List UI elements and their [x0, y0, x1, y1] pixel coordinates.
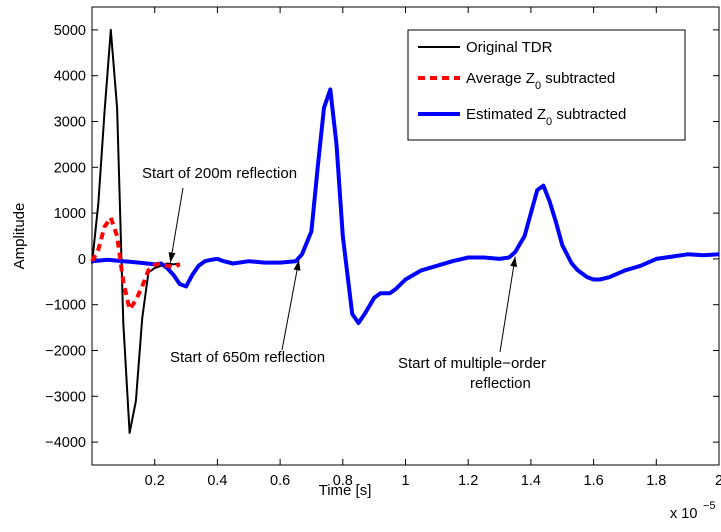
legend-label-average-sub: 0 — [535, 80, 541, 92]
legend-label-estimated-sub: 0 — [546, 116, 552, 128]
series-layer — [90, 28, 720, 434]
x-exponent-base: x 10 — [670, 506, 697, 522]
x-tick-label: 0.8 — [333, 473, 353, 489]
annotation-multi-label-2: reflection — [470, 375, 531, 392]
legend-label-estimated-main: Estimated Z — [466, 106, 546, 123]
x-tick-label: 1.8 — [646, 473, 666, 489]
y-tick-label: 4000 — [54, 69, 86, 85]
annotation-200m-arrow — [168, 187, 184, 263]
y-tick-label: 5000 — [54, 23, 86, 39]
legend-entry-average: Average Z0 subtracted — [418, 70, 615, 92]
x-tick-label: 0.6 — [270, 473, 290, 489]
legend-entry-original: Original TDR — [418, 39, 553, 56]
series-estimated-z0-line — [91, 87, 720, 325]
legend-label-original: Original TDR — [466, 39, 553, 56]
y-tick-label: −4000 — [45, 435, 86, 451]
x-tick-label: 1.2 — [458, 473, 478, 489]
annotation-multi-arrow — [499, 256, 518, 353]
annotations-layer — [168, 187, 518, 353]
x-tick-label: 2 — [715, 473, 721, 489]
x-tick-label: 1.4 — [521, 473, 541, 489]
annotation-200m-arrow-head — [168, 252, 176, 263]
x-exponent-power: −5 — [703, 500, 716, 512]
series-original-tdr-line — [91, 28, 180, 434]
legend-box — [407, 29, 686, 141]
legend-label-estimated: Estimated Z0 subtracted — [466, 106, 626, 128]
x-tick-label: 0.4 — [207, 473, 227, 489]
annotation-multi-arrow-shaft — [499, 256, 516, 353]
legend-label-average-suffix: subtracted — [541, 70, 615, 87]
x-exponent: x 10 −5 — [670, 500, 716, 522]
x-tick-label: 0.2 — [145, 473, 165, 489]
y-axis-title: Amplitude — [11, 203, 28, 270]
y-tick-label: 2000 — [54, 160, 86, 176]
annotation-multi-label-1: Start of multiple−order — [398, 355, 546, 372]
legend: Original TDR Average Z0 subtracted Estim… — [407, 29, 686, 141]
x-axis-title: Time [s] — [319, 482, 372, 499]
legend-label-average: Average Z0 subtracted — [466, 70, 615, 92]
legend-entry-estimated: Estimated Z0 subtracted — [418, 106, 626, 128]
y-tick-label: −1000 — [45, 298, 86, 314]
annotation-200m-arrow-shaft — [169, 187, 184, 263]
y-tick-label: −2000 — [45, 344, 86, 360]
annotation-200m-label: Start of 200m reflection — [142, 165, 297, 182]
annotation-650m-arrow-head — [293, 260, 301, 271]
annotation-650m-arrow — [281, 260, 301, 351]
y-tick-label: −3000 — [45, 389, 86, 405]
x-tick-label: 1.6 — [584, 473, 604, 489]
annotation-multi-arrow-head — [510, 256, 518, 268]
y-tick-label: 3000 — [54, 115, 86, 131]
ticks-layer: 0.2 0.4 0.6 0.8 1 1.2 1.4 1.6 1.8 2 5000 4000 3000 20… — [45, 7, 721, 489]
series-average-z0-line — [90, 215, 181, 312]
y-tick-label: 0 — [78, 252, 86, 268]
y-tick-label: 1000 — [54, 206, 86, 222]
legend-label-estimated-suffix: subtracted — [552, 106, 626, 123]
annotation-650m-arrow-shaft — [281, 260, 300, 351]
annotation-650m-label: Start of 650m reflection — [170, 349, 325, 366]
x-tick-label: 1 — [401, 473, 409, 489]
legend-label-average-main: Average Z — [466, 70, 535, 87]
